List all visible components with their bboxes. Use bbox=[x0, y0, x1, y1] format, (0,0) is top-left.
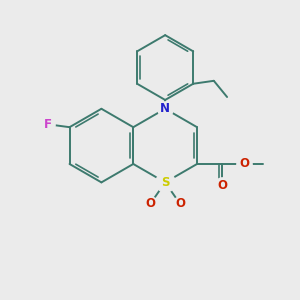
Text: O: O bbox=[217, 179, 227, 192]
Text: O: O bbox=[146, 197, 155, 210]
Text: N: N bbox=[160, 102, 170, 115]
Text: O: O bbox=[175, 197, 185, 210]
Text: F: F bbox=[44, 118, 52, 131]
Text: O: O bbox=[239, 158, 249, 170]
Text: S: S bbox=[161, 176, 170, 189]
